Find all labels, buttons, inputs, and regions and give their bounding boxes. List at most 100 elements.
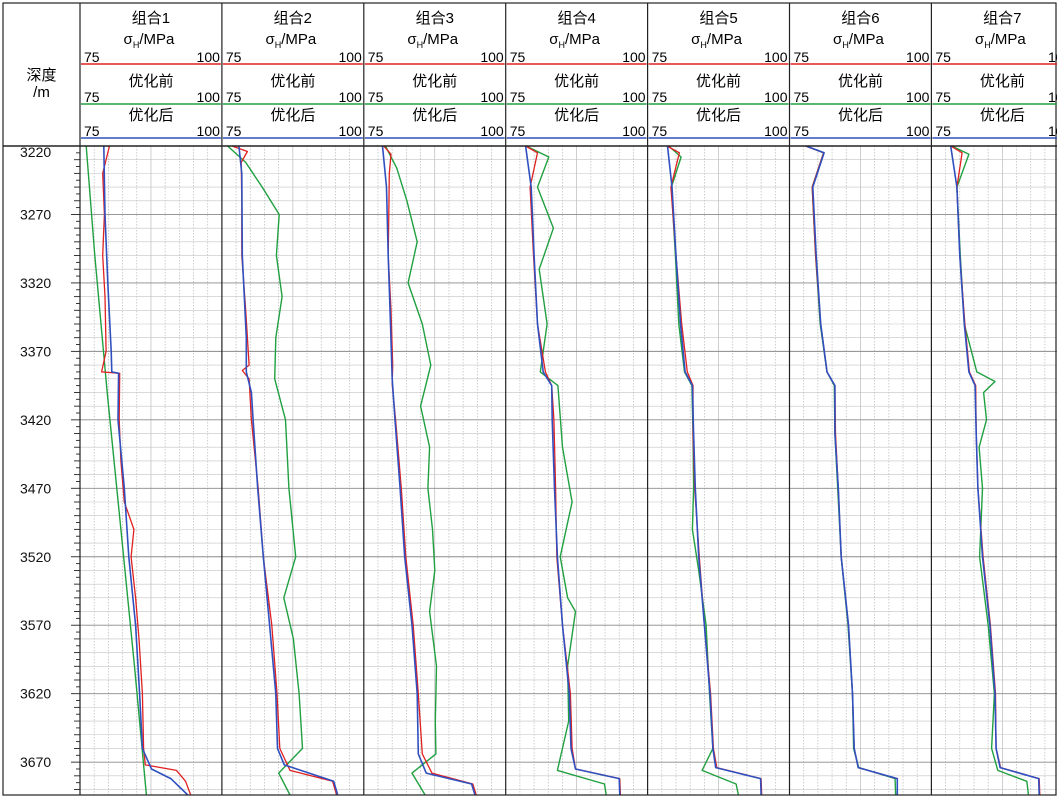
series-measured-track-4 [525,145,622,796]
series-after-track-5 [666,145,762,796]
scale-max: 100 [197,89,221,105]
depth-tick-label: 3620 [20,686,51,702]
row-label: 优化后 [412,107,457,124]
scale-min: 75 [368,49,384,65]
row-label: 优化后 [128,107,173,124]
sigma-label: σH/MPa [975,31,1026,50]
scale-min: 75 [368,89,384,105]
series-after-track-6 [805,145,899,795]
scale-min: 75 [84,89,100,105]
header-layer: 深度/m 组合1 75 100 σH/MPa 75 100 优化前 75 100 优化后 组合2 75 1… [26,10,1057,139]
sigma-label: σH/MPa [124,31,175,50]
scale-min: 75 [935,49,951,65]
row-label: 优化后 [838,107,883,124]
scale-max: 100 [622,123,646,139]
scale-max: 100 [1048,89,1057,105]
sigma-label: σH/MPa [265,31,316,50]
scale-max: 100 [338,123,362,139]
series-after-track-2 [238,145,339,796]
row-label: 优化前 [412,73,457,90]
row-label: 优化后 [270,107,315,124]
row-label: 优化后 [696,107,741,124]
scale-min: 75 [935,123,951,139]
scale-max: 100 [906,123,930,139]
row-label: 优化后 [554,107,599,124]
scale-max: 100 [1048,123,1057,139]
track-title: 组合3 [416,10,454,27]
scale-min: 75 [652,89,668,105]
series-before-track-5 [668,145,740,796]
depth-tick-label: 3570 [20,617,51,633]
series-after-track-4 [524,145,621,796]
sigma-label: σH/MPa [833,31,884,50]
scale-max: 100 [906,49,930,65]
depth-tick-label: 3670 [20,754,51,770]
series-layer [85,145,1041,796]
depth-tick-label: 3370 [20,343,51,359]
scale-max: 100 [622,49,646,65]
row-label: 优化前 [980,73,1025,90]
scale-max: 100 [197,49,221,65]
series-before-track-1 [85,145,148,796]
scale-max: 100 [338,49,362,65]
series-before-track-2 [227,145,304,796]
scale-min: 75 [794,123,810,139]
series-measured-track-6 [805,145,898,795]
depth-tick-label: 3420 [20,412,51,428]
scale-min: 75 [652,123,668,139]
series-before-track-3 [384,145,438,796]
scale-min: 75 [226,89,242,105]
scale-min: 75 [226,49,242,65]
series-before-track-6 [805,145,897,796]
scale-min: 75 [794,49,810,65]
scale-min: 75 [935,89,951,105]
depth-tick-label: 3320 [20,275,51,291]
track-title: 组合2 [274,10,312,27]
row-label: 优化前 [270,73,315,90]
track-title: 组合4 [557,10,595,27]
series-before-track-7 [951,145,1030,796]
series-measured-track-5 [666,145,763,796]
series-measured-track-1 [100,145,192,796]
depth-unit: /m [33,84,50,101]
scale-max: 100 [764,49,788,65]
row-label: 优化后 [980,107,1025,124]
scale-min: 75 [510,49,526,65]
series-after-track-1 [103,145,189,796]
row-label: 优化前 [128,73,173,90]
sigma-label: σH/MPa [691,31,742,50]
scale-min: 75 [652,49,668,65]
track-title: 组合1 [132,10,170,27]
scale-max: 100 [1048,49,1057,65]
scale-min: 75 [226,123,242,139]
track-title: 组合6 [841,10,879,27]
scale-max: 100 [338,89,362,105]
sigma-label: σH/MPa [407,31,458,50]
depth-tick-label: 3270 [20,206,51,222]
depth-title: 深度 [26,67,56,84]
track-title: 组合7 [983,10,1021,27]
sigma-label: σH/MPa [549,31,600,50]
series-after-track-3 [381,145,476,796]
scale-max: 100 [764,89,788,105]
depth-tick-label: 3520 [20,549,51,565]
scale-min: 75 [368,123,384,139]
scale-max: 100 [480,49,504,65]
scale-min: 75 [84,123,100,139]
row-label: 优化前 [838,73,883,90]
scale-min: 75 [510,89,526,105]
track-title: 组合5 [699,10,737,27]
scale-max: 100 [197,123,221,139]
scale-max: 100 [480,123,504,139]
series-after-track-7 [949,145,1040,796]
scale-min: 75 [510,123,526,139]
scale-max: 100 [622,89,646,105]
row-label: 优化前 [696,73,741,90]
series-measured-track-3 [383,145,477,796]
scale-max: 100 [764,123,788,139]
depth-tick-label: 3220 [20,144,51,160]
scale-max: 100 [906,89,930,105]
scale-max: 100 [480,89,504,105]
